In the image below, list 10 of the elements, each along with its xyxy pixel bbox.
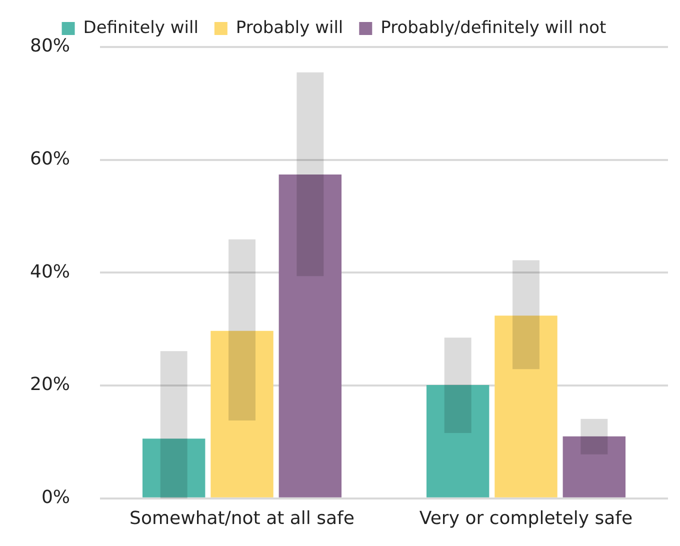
- y-tick-label: 60%: [30, 148, 70, 170]
- y-tick-label: 80%: [30, 36, 70, 57]
- legend-label: Probably/definitely will not: [380, 18, 607, 38]
- y-tick-label: 20%: [30, 374, 70, 396]
- legend-label: Probably will: [236, 18, 344, 38]
- x-tick-label: Somewhat/not at all safe: [130, 508, 354, 529]
- y-tick-label: 0%: [41, 487, 70, 508]
- x-tick-label: Very or completely safe: [419, 508, 633, 529]
- y-tick-label: 40%: [30, 261, 70, 282]
- legend-label: Definitely will: [83, 18, 198, 38]
